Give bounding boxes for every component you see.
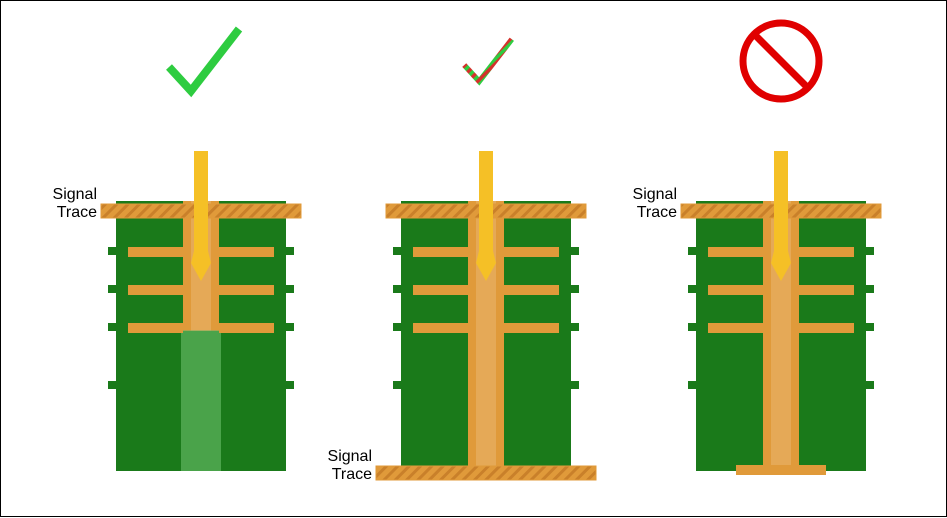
diagram-frame: { "canvas": { "width": 947, "height": 51…	[0, 0, 947, 517]
signal-trace-label-line2: Trace	[332, 466, 372, 483]
signal-trace-label-line1: Signal	[328, 448, 372, 465]
press-fit-pin	[476, 151, 496, 281]
signal-trace-label-line1: Signal	[53, 186, 97, 203]
prohibit-icon	[743, 23, 819, 99]
press-fit-pin	[191, 151, 211, 281]
pcb-cross-section	[101, 151, 301, 471]
via-diagram: SignalTraceSignalTraceSignalTrace	[1, 1, 947, 518]
signal-trace-label-line2: Trace	[637, 204, 677, 221]
pcb-cross-section	[376, 151, 596, 480]
pcb-cross-section	[681, 151, 881, 475]
signal-trace-label-line2: Trace	[57, 204, 97, 221]
press-fit-pin	[771, 151, 791, 281]
check-striped-icon	[464, 39, 512, 81]
check-icon	[169, 29, 239, 91]
signal-trace-label-line1: Signal	[633, 186, 677, 203]
